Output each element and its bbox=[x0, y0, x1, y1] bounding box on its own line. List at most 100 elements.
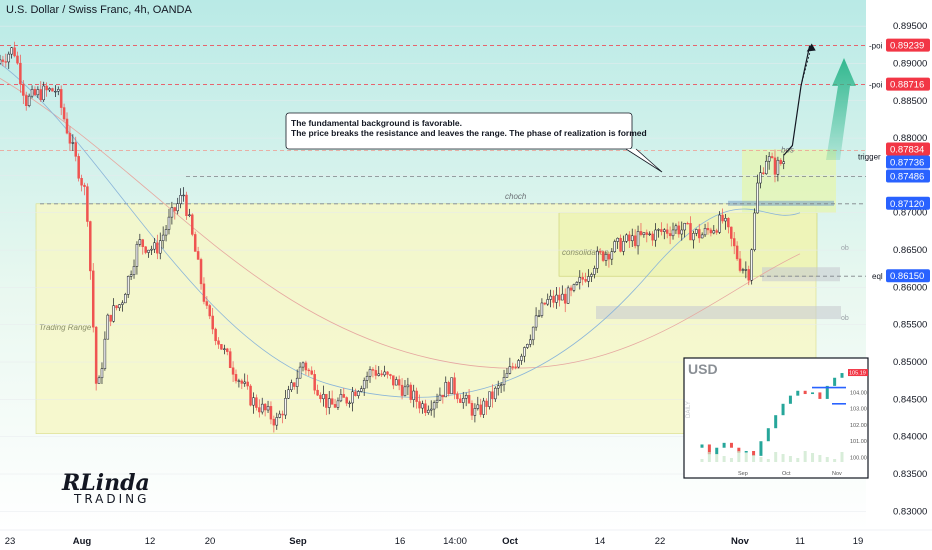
candle-body bbox=[371, 369, 375, 371]
candle-body bbox=[762, 172, 765, 175]
candle-body bbox=[651, 233, 654, 241]
candle-body bbox=[674, 225, 678, 231]
candle-body bbox=[584, 279, 587, 282]
candle-body bbox=[561, 293, 564, 301]
candle-body bbox=[432, 402, 436, 410]
candle-body bbox=[275, 417, 279, 426]
candle-body bbox=[59, 89, 63, 108]
inset-volume-bar bbox=[744, 453, 748, 462]
order-block-lower bbox=[596, 306, 841, 320]
trading-range-label: Trading Range bbox=[39, 323, 92, 332]
inset-volume-bar bbox=[825, 457, 829, 462]
candle-body bbox=[354, 391, 357, 396]
candle-body bbox=[671, 229, 675, 237]
candle-body bbox=[435, 399, 439, 403]
candle-body bbox=[601, 251, 605, 261]
candle-body bbox=[476, 404, 480, 409]
projection-path bbox=[783, 45, 811, 156]
inset-candle bbox=[774, 415, 778, 429]
candle-body bbox=[313, 374, 316, 391]
inset-volume-bar bbox=[818, 455, 822, 462]
candle-body bbox=[610, 251, 614, 260]
candle-body bbox=[607, 254, 611, 260]
inset-volume-bar bbox=[803, 451, 807, 462]
candle-body bbox=[65, 118, 69, 134]
candle-body bbox=[348, 402, 351, 404]
candle-body bbox=[578, 277, 582, 283]
candle-body bbox=[625, 234, 628, 242]
poi-label-upper: -poi bbox=[869, 42, 883, 51]
price-tag bbox=[886, 38, 930, 52]
candle-body bbox=[444, 382, 448, 398]
candle-body bbox=[179, 195, 182, 204]
candle-body bbox=[703, 228, 707, 236]
inset-candle bbox=[781, 403, 785, 416]
candle-body bbox=[74, 142, 78, 157]
candle-body bbox=[71, 142, 75, 144]
inset-price-tag bbox=[848, 369, 868, 377]
candle-body bbox=[322, 393, 325, 400]
candle-body bbox=[686, 222, 689, 225]
candle-body bbox=[555, 294, 558, 303]
candle-body bbox=[700, 234, 704, 239]
candle-body bbox=[173, 207, 177, 212]
candle-body bbox=[543, 302, 547, 305]
candle-body bbox=[596, 251, 599, 269]
price-tag bbox=[886, 169, 930, 183]
candle-body bbox=[648, 233, 651, 235]
candle-body bbox=[246, 381, 249, 387]
candle-body bbox=[531, 326, 535, 341]
candle-body bbox=[496, 385, 500, 389]
candle-body bbox=[249, 385, 252, 406]
candle-body bbox=[695, 229, 698, 234]
candle-body bbox=[30, 89, 34, 97]
inset-y-label: 103.00 bbox=[850, 407, 867, 413]
candle-body bbox=[389, 374, 392, 376]
candle-body bbox=[680, 229, 684, 235]
inset-candle bbox=[707, 444, 711, 455]
candle-body bbox=[540, 302, 544, 316]
price-tag-label: 0.86150 bbox=[890, 271, 924, 282]
candle-body bbox=[616, 237, 619, 242]
candle-body bbox=[196, 251, 200, 260]
y-tick-label: 0.83000 bbox=[893, 506, 927, 517]
candle-body bbox=[240, 380, 244, 384]
candle-body bbox=[214, 328, 217, 342]
inset-candle bbox=[752, 450, 756, 456]
candle-body bbox=[191, 214, 194, 235]
candle-body bbox=[10, 47, 13, 55]
inset-volume-bar bbox=[766, 459, 770, 462]
price-tag bbox=[886, 155, 930, 169]
inset-candle bbox=[700, 444, 704, 448]
inset-x-label: Nov bbox=[832, 471, 842, 477]
candle-body bbox=[260, 403, 264, 413]
candle-body bbox=[494, 387, 497, 400]
chart-title: U.S. Dollar / Swiss Franc, 4h, OANDA bbox=[6, 4, 192, 16]
candle-body bbox=[220, 344, 223, 350]
candle-body bbox=[158, 240, 162, 254]
candle-body bbox=[520, 355, 523, 361]
candle-body bbox=[310, 370, 313, 375]
candle-body bbox=[89, 221, 92, 272]
candle-body bbox=[587, 276, 590, 282]
candle-body bbox=[741, 269, 745, 271]
candle-body bbox=[712, 230, 716, 234]
candle-body bbox=[776, 159, 780, 175]
order-block-upper-label: ob bbox=[841, 245, 849, 252]
candle-body bbox=[759, 172, 762, 184]
candle-body bbox=[558, 294, 561, 301]
inset-side-label: DAILY bbox=[686, 401, 692, 418]
candle-body bbox=[307, 369, 311, 372]
candle-body bbox=[715, 230, 718, 233]
inset-y-label: 101.00 bbox=[850, 439, 867, 445]
candle-body bbox=[19, 62, 22, 85]
analysis-note: The fundamental background is favorable.… bbox=[291, 118, 647, 138]
candle-body bbox=[697, 229, 701, 239]
candle-body bbox=[336, 400, 340, 408]
candle-body bbox=[549, 295, 552, 300]
candle-body bbox=[447, 382, 450, 395]
candle-body bbox=[639, 231, 643, 235]
inset-candle bbox=[788, 395, 792, 404]
candle-body bbox=[339, 394, 343, 402]
